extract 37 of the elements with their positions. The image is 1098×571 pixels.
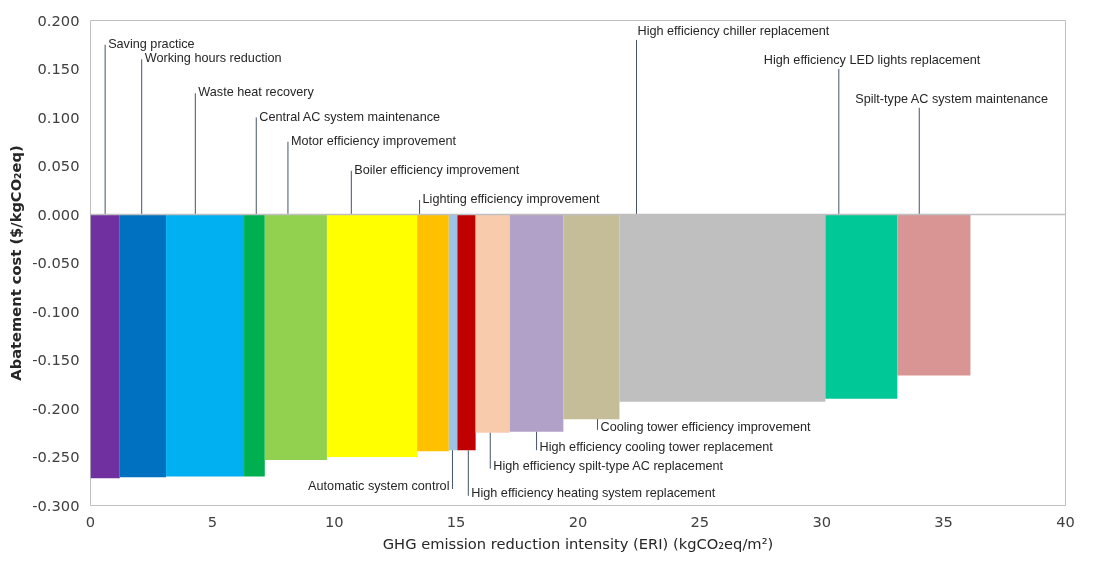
annotation: High efficiency heating system replacement <box>471 485 716 500</box>
annotation: Central AC system maintenance <box>259 109 441 124</box>
x-tick-label: 0 <box>85 512 96 530</box>
annotation: Spilt-type AC system maintenance <box>855 91 1048 106</box>
y-tick-label: -0.100 <box>32 302 80 320</box>
x-tick-label: 10 <box>324 512 344 530</box>
x-tick-label: 35 <box>934 512 953 530</box>
annotation: Cooling tower efficiency improvement <box>600 419 812 434</box>
y-tick-label: 0.100 <box>37 108 80 126</box>
annotation: Saving practice <box>108 36 195 51</box>
y-tick-label: 0.150 <box>37 60 80 77</box>
annotation: Boiler efficiency improvement <box>354 162 520 177</box>
annotation: Lighting efficiency improvement <box>422 191 601 206</box>
annotation: Waste heat recovery <box>198 85 315 100</box>
x-tick-label: 5 <box>207 512 218 530</box>
x-tick-label: 25 <box>690 512 710 530</box>
annotation: Automatic system control <box>308 479 450 494</box>
x-axis-title: GHG emission reduction intensity (ERI) (kgCO₂eq/m²) <box>382 534 774 552</box>
annotation: High efficiency spilt-type AC replacement <box>493 458 724 473</box>
annotation: Motor efficiency improvement <box>290 133 457 148</box>
x-tick-label: 30 <box>812 512 832 530</box>
y-tick-label: -0.250 <box>32 448 80 465</box>
annotation: High efficiency chiller replacement <box>637 23 830 38</box>
x-tick-label: 20 <box>568 512 588 530</box>
x-tick-label: 40 <box>1056 512 1075 530</box>
y-tick-label: 0.050 <box>37 157 80 174</box>
y-tick-label: 0.000 <box>37 205 80 223</box>
y-tick-label: 0.200 <box>37 11 80 29</box>
y-tick-label: -0.200 <box>32 399 80 417</box>
y-axis-title: Abatement cost ($/kgCO₂eq) <box>7 145 25 381</box>
y-tick-label: -0.050 <box>32 254 80 271</box>
annotation: High efficiency LED lights replacement <box>763 53 981 67</box>
x-tick-label: 15 <box>446 512 466 530</box>
y-tick-label: -0.150 <box>32 351 80 368</box>
annotation: Working hours reduction <box>144 51 282 66</box>
annotation: High efficiency cooling tower replacement <box>539 440 774 455</box>
y-tick-label: -0.300 <box>32 496 80 514</box>
